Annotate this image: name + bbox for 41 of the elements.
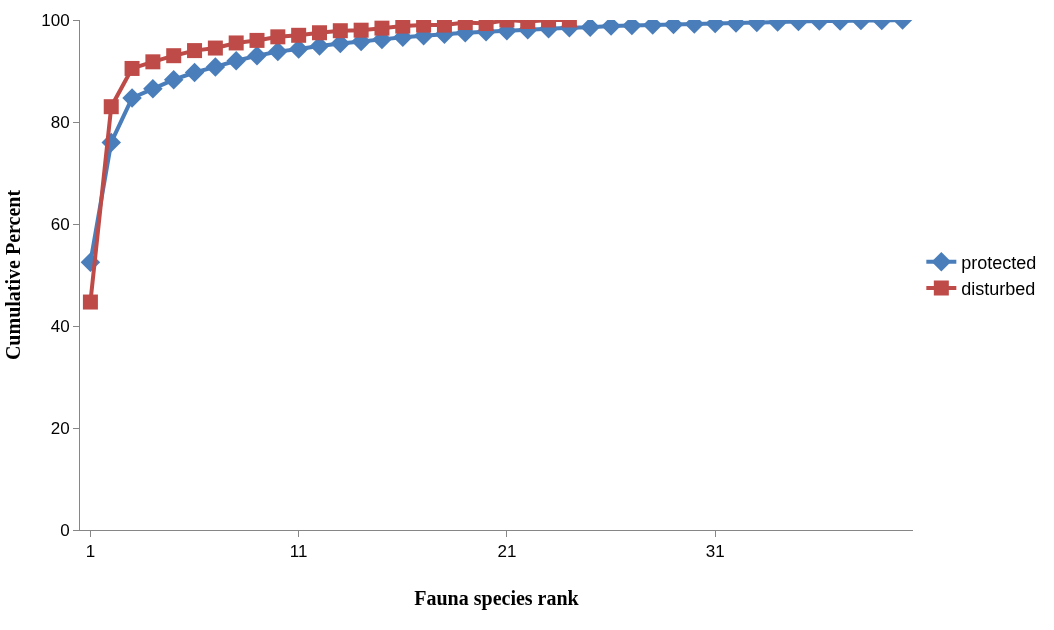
point (145, 54, 161, 70)
point (247, 45, 267, 66)
point (205, 57, 226, 77)
point (103, 99, 119, 115)
point (163, 69, 184, 90)
point (143, 79, 163, 99)
x-tick-label: 31 (705, 542, 725, 562)
x-axis-title: Fauna species rank (414, 586, 580, 610)
point (374, 20, 390, 36)
point (249, 32, 265, 48)
point (268, 41, 288, 62)
x-tick-label: 11 (289, 542, 308, 562)
y-tick-label: 20 (50, 418, 70, 438)
y-tick-label: 0 (60, 520, 70, 540)
point (416, 20, 432, 33)
point (226, 51, 246, 71)
point (580, 20, 600, 37)
point (332, 23, 348, 39)
point (122, 88, 142, 108)
y-tick-label: 40 (50, 316, 70, 336)
point (270, 29, 286, 45)
point (395, 20, 411, 34)
point (124, 60, 140, 76)
legend-label: protected (961, 252, 1037, 273)
y-tick-label: 100 (41, 10, 70, 30)
x-tick-label: 1 (85, 542, 96, 562)
y-axis-title: Cumulative Percent (1, 189, 24, 361)
point (353, 22, 369, 38)
point (228, 35, 244, 51)
x-tick-label: 21 (497, 542, 517, 562)
point (166, 48, 182, 64)
y-tick-label: 60 (50, 214, 70, 234)
point (82, 294, 98, 310)
legend-label: disturbed (961, 279, 1036, 300)
point (436, 20, 452, 33)
point (207, 40, 223, 56)
point (184, 62, 205, 83)
point (311, 25, 327, 41)
point (187, 43, 203, 59)
point (291, 27, 307, 43)
y-tick-label: 80 (50, 112, 70, 132)
